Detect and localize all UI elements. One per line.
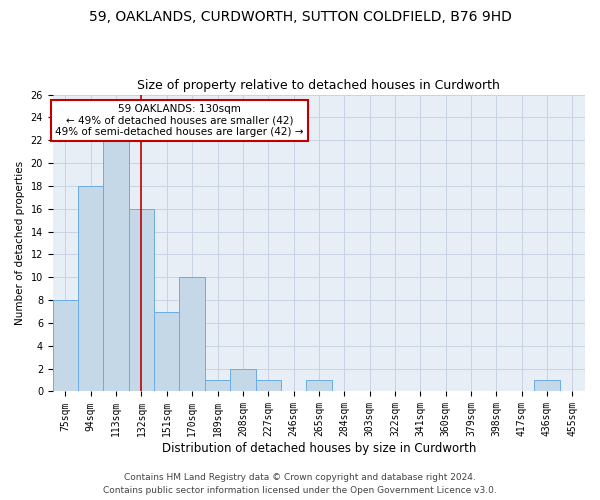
Bar	[154, 312, 179, 392]
Bar	[53, 300, 78, 392]
Bar	[205, 380, 230, 392]
Y-axis label: Number of detached properties: Number of detached properties	[15, 161, 25, 325]
Bar	[230, 368, 256, 392]
Bar	[129, 209, 154, 392]
Bar	[179, 278, 205, 392]
Text: Contains HM Land Registry data © Crown copyright and database right 2024.
Contai: Contains HM Land Registry data © Crown c…	[103, 474, 497, 495]
Bar	[78, 186, 103, 392]
Text: 59 OAKLANDS: 130sqm
← 49% of detached houses are smaller (42)
49% of semi-detach: 59 OAKLANDS: 130sqm ← 49% of detached ho…	[55, 104, 304, 137]
Bar	[103, 140, 129, 392]
Title: Size of property relative to detached houses in Curdworth: Size of property relative to detached ho…	[137, 79, 500, 92]
Bar	[256, 380, 281, 392]
Bar	[535, 380, 560, 392]
Text: 59, OAKLANDS, CURDWORTH, SUTTON COLDFIELD, B76 9HD: 59, OAKLANDS, CURDWORTH, SUTTON COLDFIEL…	[89, 10, 511, 24]
X-axis label: Distribution of detached houses by size in Curdworth: Distribution of detached houses by size …	[162, 442, 476, 455]
Bar	[306, 380, 332, 392]
